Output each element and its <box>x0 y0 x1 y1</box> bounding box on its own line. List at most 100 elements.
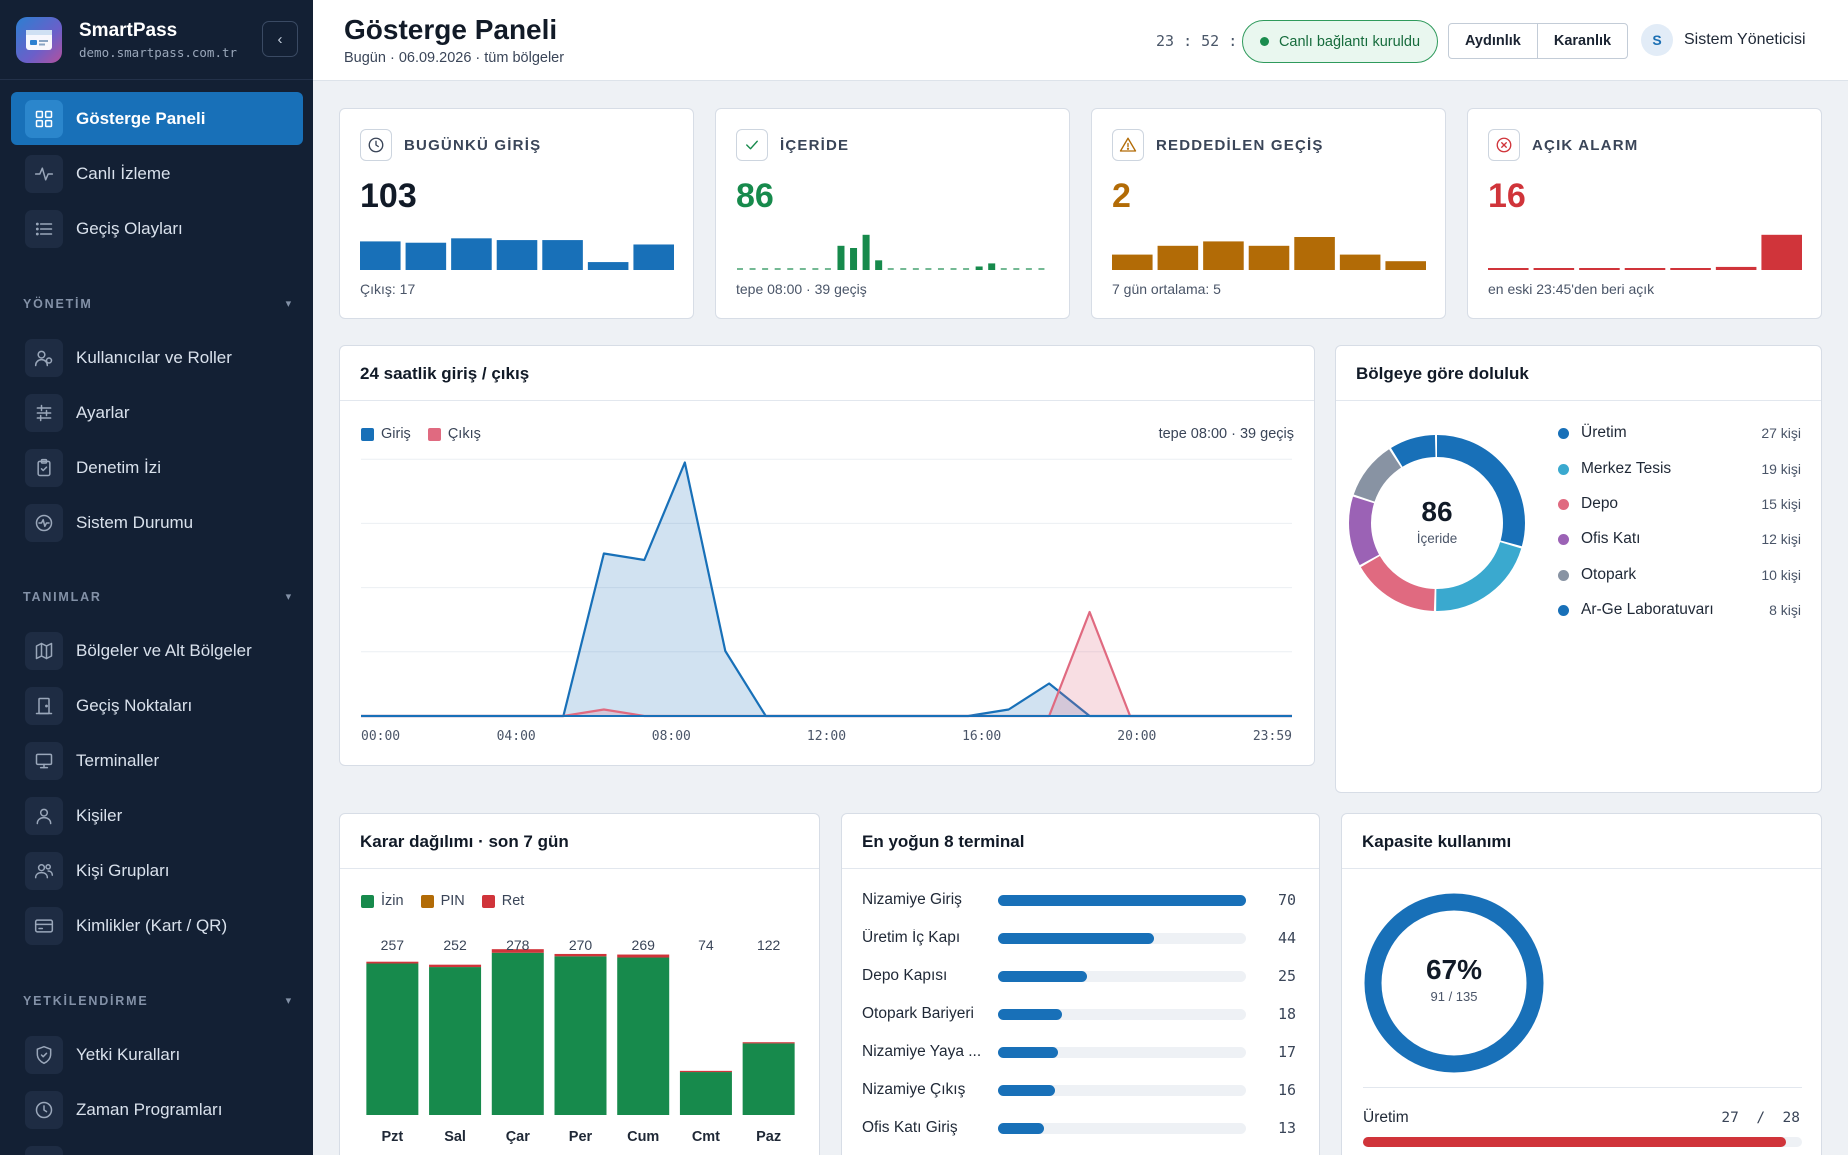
sidebar-item-partial[interactable] <box>11 1138 303 1155</box>
bar-total-label: 74 <box>698 937 714 953</box>
terminal-row[interactable]: Nizamiye Çıkış 16 <box>862 1081 1296 1099</box>
capacity-row-value: 27 / 28 <box>1721 1110 1800 1126</box>
chevron-down-icon: ▾ <box>285 995 293 1007</box>
sidebar-item-label: Geçiş Noktaları <box>76 695 193 715</box>
spark-bar <box>1670 268 1711 270</box>
sidebar-item-pulse[interactable]: Sistem Durumu <box>11 496 303 549</box>
spark-bar <box>1157 245 1199 270</box>
monitor-icon <box>25 741 63 780</box>
zone-name: Ofis Katı <box>1581 530 1641 547</box>
pulse-icon <box>25 503 63 542</box>
theme-dark-button[interactable]: Karanlık <box>1536 24 1627 58</box>
bar-category-label: Sal <box>444 1129 466 1145</box>
terminal-bar-track <box>998 970 1246 982</box>
theme-toggle: Aydınlık Karanlık <box>1448 23 1629 59</box>
stat-card: REDDEDİLEN GEÇİŞ 2 7 gün ortalama: 5 <box>1091 108 1446 319</box>
capacity-row-fill <box>1363 1137 1787 1147</box>
stat-card-header: REDDEDİLEN GEÇİŞ <box>1112 129 1324 161</box>
connection-status-badge: Canlı bağlantı kuruldu <box>1242 20 1438 63</box>
zone-legend-row: Ar-Ge Laboratuvarı 8 kişi <box>1558 601 1801 619</box>
terminal-row[interactable]: Otopark Bariyeri 18 <box>862 1005 1296 1023</box>
terminal-row[interactable]: Depo Kapısı 25 <box>862 967 1296 985</box>
terminal-bar <box>998 894 1246 906</box>
status-dot-icon <box>1259 37 1269 46</box>
terminal-bar <box>998 1008 1062 1020</box>
terminal-row[interactable]: Nizamiye Giriş 70 <box>862 891 1296 909</box>
sidebar-item-label: Ayarlar <box>76 402 130 422</box>
legend-allow-swatch <box>361 894 374 908</box>
terminal-row[interactable]: Ofis Katı Giriş 13 <box>862 1119 1296 1137</box>
avatar[interactable]: S <box>1641 24 1673 56</box>
zone-name: Merkez Tesis <box>1581 460 1672 477</box>
theme-light-button[interactable]: Aydınlık <box>1465 33 1521 49</box>
zone-count: 27 kişi <box>1761 425 1801 441</box>
terminal-row[interactable]: Üretim İç Kapı 44 <box>862 929 1296 947</box>
spark-bar <box>1761 234 1802 270</box>
legend-out-label: Çıkış <box>447 426 481 442</box>
sidebar-item-dashboard[interactable]: Gösterge Paneli <box>11 92 303 145</box>
sidebar-item-user-group[interactable]: Kişi Grupları <box>11 844 303 897</box>
capacity-card: Kapasite kullanımı 67% 91 / 135 Üretim 2… <box>1341 813 1822 1155</box>
collapse-sidebar-button[interactable]: ‹ <box>262 21 298 57</box>
zone-dot-icon <box>1558 569 1569 581</box>
chevron-down-icon: ▾ <box>285 591 293 603</box>
x-tick-label: 08:00 <box>652 729 691 744</box>
sidebar-item-door[interactable]: Geçiş Noktaları <box>11 679 303 732</box>
sidebar-item-card[interactable]: Kimlikler (Kart / QR) <box>11 899 303 952</box>
logo-icon <box>16 16 62 63</box>
sidebar-item-shield[interactable]: Yetki Kuralları <box>11 1028 303 1081</box>
stat-card-header: AÇIK ALARM <box>1488 129 1638 161</box>
sidebar-section-title: YETKİLENDİRME <box>23 994 149 1008</box>
sidebar-section-header[interactable]: YÖNETİM ▾ <box>23 297 293 311</box>
spark-bar <box>1533 268 1575 270</box>
zone-legend-row: Depo 15 kişi <box>1558 495 1801 513</box>
bar-total-label: 278 <box>506 937 530 953</box>
sidebar-item-user[interactable]: Kişiler <box>11 789 303 842</box>
sidebar-section-header[interactable]: YETKİLENDİRME ▾ <box>23 994 293 1008</box>
sidebar-item-label: Kişiler <box>76 805 123 825</box>
bar-category-label: Cum <box>627 1129 659 1145</box>
bar-category-label: Per <box>569 1129 593 1145</box>
page-title: Gösterge Paneli <box>344 14 558 45</box>
terminal-name: Otopark Bariyeri <box>862 1005 974 1022</box>
user-name[interactable]: Sistem Yöneticisi <box>1684 31 1806 48</box>
terminal-bar <box>998 932 1154 944</box>
sidebar-item-clock[interactable]: Zaman Programları <box>11 1083 303 1136</box>
capacity-fraction: 91 / 135 <box>1430 989 1478 1004</box>
sidebar-section-title: TANIMLAR <box>23 590 102 604</box>
brand-url: demo.smartpass.com.tr <box>79 44 238 60</box>
zone-center-label: İçeride <box>1416 531 1458 546</box>
legend-allow-label: İzin <box>381 893 404 909</box>
sidebar-item-activity[interactable]: Canlı İzleme <box>11 147 303 200</box>
clock-icon <box>360 129 392 161</box>
terminal-name: Nizamiye Çıkış <box>862 1081 966 1098</box>
bar-segment-Ret <box>617 954 670 958</box>
terminal-row[interactable]: Nizamiye Yaya ... 17 <box>862 1043 1296 1061</box>
terminal-bar <box>998 970 1087 982</box>
sidebar-item-list[interactable]: Geçiş Olayları <box>11 202 303 255</box>
sidebar-item-label: Kişi Grupları <box>76 860 170 880</box>
capacity-ring-fill <box>1364 893 1544 1073</box>
spark-bar <box>988 263 996 270</box>
stat-card-header: BUGÜNKÜ GİRİŞ <box>360 129 541 161</box>
stat-card-value: 86 <box>736 177 774 215</box>
spark-bar <box>1579 268 1620 270</box>
sidebar-item-monitor[interactable]: Terminaller <box>11 734 303 787</box>
sidebar-item-users-roles[interactable]: Kullanıcılar ve Roller <box>11 331 303 384</box>
zone-dot-icon <box>1558 498 1569 510</box>
sidebar-item-map[interactable]: Bölgeler ve Alt Bölgeler <box>11 624 303 677</box>
spark-bar <box>360 241 401 270</box>
sidebar-item-sliders[interactable]: Ayarlar <box>11 386 303 439</box>
bar-segment-Ret <box>366 961 419 964</box>
hourly-area-chart: 00:00 04:00 08:00 12:00 16:00 20:00 23:59 <box>361 458 1292 744</box>
spark-bar <box>837 245 845 270</box>
terminal-name: Ofis Katı Giriş <box>862 1119 958 1136</box>
bar-category-label: Paz <box>756 1129 781 1145</box>
sidebar-item-clipboard[interactable]: Denetim İzi <box>11 441 303 494</box>
hourly-chart-card: 24 saatlik giriş / çıkış Giriş Çıkış tep… <box>339 345 1315 766</box>
sidebar-section-header[interactable]: TANIMLAR ▾ <box>23 590 293 604</box>
decision-distribution-title: Karar dağılımı · son 7 gün <box>360 832 569 851</box>
legend-in-swatch <box>361 427 374 441</box>
bar-segment-İzin <box>491 952 544 1115</box>
capacity-percent: 67% <box>1425 954 1483 985</box>
